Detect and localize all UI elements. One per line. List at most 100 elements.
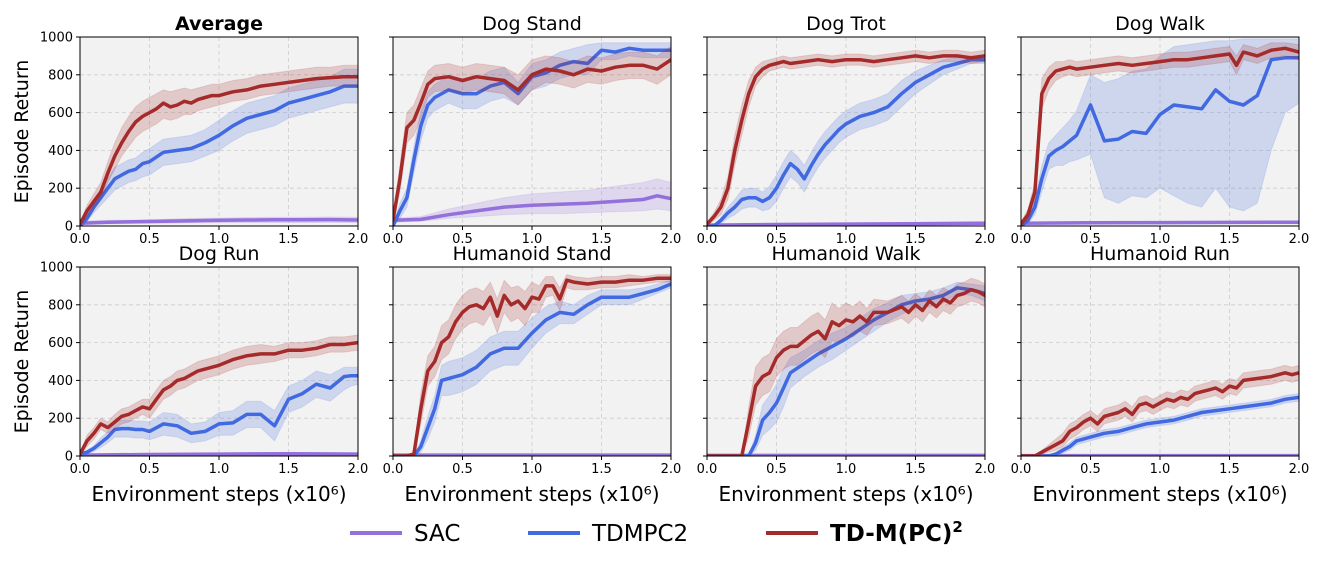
series-line-td-m-pc: [393, 57, 671, 223]
x-tick-label: 2.0: [348, 232, 369, 247]
series-line-sac: [393, 194, 671, 223]
series-line-td-m-pc: [1021, 371, 1299, 456]
x-tick-label: 0.5: [1080, 462, 1101, 477]
legend: SAC TDMPC2 TD-M(PC)2: [350, 518, 963, 547]
series-layer: [707, 49, 985, 226]
confidence-band-td-m-pc: [707, 49, 985, 226]
x-tick-label: 1.5: [591, 232, 612, 247]
y-tick-label: 800: [48, 68, 73, 83]
series-line-td-m-pc: [707, 287, 985, 456]
x-axis-label: Environment steps (x10⁶): [404, 482, 659, 506]
x-tick-label: 0.5: [1080, 232, 1101, 247]
y-tick-label: 600: [48, 106, 73, 121]
y-tick-label: 600: [48, 336, 73, 351]
y-axis-label: Episode Return: [11, 60, 33, 204]
subplot-dog-walk: 0.0 0.5 1.0 1.5 2.0 Dog Walk: [1011, 13, 1310, 247]
legend-label: SAC: [414, 521, 460, 547]
confidence-band-tdmpc2: [707, 281, 985, 456]
x-tick-label: 1.5: [278, 462, 299, 477]
subplot-dog-trot: 0.0 0.5 1.0 1.5 2.0 Dog Trot: [697, 13, 996, 247]
subplot-humanoid-stand: 0.0 0.5 1.0 1.5 2.0 Humanoid Stand Environment…: [383, 243, 682, 506]
x-tick-label: 0.5: [139, 232, 160, 247]
x-tick-label: 1.0: [522, 232, 543, 247]
x-tick-label: 0.0: [697, 232, 718, 247]
y-tick-label: 200: [48, 182, 73, 197]
x-axis-label: Environment steps (x10⁶): [1032, 482, 1287, 506]
series-line-td-m-pc: [80, 74, 358, 226]
confidence-band-td-m-pc: [80, 334, 358, 456]
series-layer: [80, 334, 358, 456]
confidence-band-td-m-pc: [80, 64, 358, 226]
x-tick-label: 0.5: [766, 232, 787, 247]
x-tick-label: 1.5: [1219, 462, 1240, 477]
x-tick-label: 2.0: [1289, 232, 1310, 247]
x-tick-label: 2.0: [975, 462, 996, 477]
x-tick-label: 0.0: [1011, 232, 1032, 247]
y-tick-label: 400: [48, 144, 73, 159]
x-tick-label: 0.5: [766, 462, 787, 477]
y-tick-label: 0: [65, 220, 73, 235]
subplot-title: Humanoid Walk: [771, 243, 920, 265]
subplot-humanoid-run: 0.0 0.5 1.0 1.5 2.0 Humanoid Run Environment s…: [1011, 243, 1310, 506]
x-tick-label: 0.0: [70, 232, 91, 247]
y-axis-label: Episode Return: [11, 290, 33, 434]
subplot-title: Dog Trot: [806, 13, 886, 35]
y-tick-label: 1000: [40, 261, 73, 276]
series-layer: [1021, 38, 1299, 226]
confidence-band-td-m-pc: [1021, 42, 1299, 226]
x-tick-label: 1.0: [209, 462, 230, 477]
series-line-td-m-pc: [1021, 46, 1299, 226]
series-line-tdmpc2: [1021, 395, 1299, 456]
x-tick-label: 2.0: [661, 232, 682, 247]
confidence-band-td-m-pc: [393, 45, 671, 223]
x-tick-label: 1.0: [836, 232, 857, 247]
x-tick-label: 2.0: [975, 232, 996, 247]
confidence-band-td-m-pc: [393, 274, 671, 456]
series-line-tdmpc2: [80, 84, 358, 226]
x-tick-label: 1.5: [1219, 232, 1240, 247]
x-tick-label: 0.0: [383, 462, 404, 477]
legend-label: TD-M(PC)2: [830, 518, 963, 547]
x-tick-label: 1.5: [905, 462, 926, 477]
subplot-title: Dog Stand: [482, 13, 582, 35]
x-tick-label: 1.0: [1150, 462, 1171, 477]
subplot-title: Dog Run: [179, 243, 260, 265]
series-layer: [80, 64, 358, 226]
confidence-band-tdmpc2: [707, 55, 985, 226]
x-tick-label: 0.0: [697, 462, 718, 477]
x-tick-label: 1.0: [522, 462, 543, 477]
series-line-sac: [80, 217, 358, 225]
series-line-td-m-pc: [80, 340, 358, 456]
subplot-title: Dog Walk: [1115, 13, 1205, 35]
series-line-tdmpc2: [1021, 56, 1299, 226]
legend-item-tdmpc2: TDMPC2: [528, 521, 688, 547]
confidence-band-tdmpc2: [80, 68, 358, 226]
x-tick-label: 1.5: [905, 232, 926, 247]
x-tick-label: 0.0: [383, 232, 404, 247]
x-tick-label: 1.5: [591, 462, 612, 477]
series-line-tdmpc2: [80, 373, 358, 456]
subplot-humanoid-walk: 0.0 0.5 1.0 1.5 2.0 Humanoid Walk Environment …: [697, 243, 996, 506]
x-tick-label: 1.0: [836, 462, 857, 477]
series-layer: [393, 274, 671, 456]
series-line-tdmpc2: [707, 286, 985, 456]
x-axis-label: Environment steps (x10⁶): [718, 482, 973, 506]
x-tick-label: 0.5: [139, 462, 160, 477]
series-line-sac: [1021, 220, 1299, 225]
x-tick-label: 0.0: [70, 462, 91, 477]
legend-label: TDMPC2: [591, 521, 688, 547]
y-tick-label: 400: [48, 374, 73, 389]
x-tick-label: 2.0: [348, 462, 369, 477]
x-axis-label: Environment steps (x10⁶): [91, 482, 346, 506]
series-layer: [707, 277, 985, 456]
x-tick-label: 0.5: [452, 462, 473, 477]
series-layer: [393, 42, 671, 226]
subplot-title: Average: [175, 13, 263, 35]
x-tick-label: 0.5: [452, 232, 473, 247]
subplot-title: Humanoid Run: [1090, 243, 1230, 265]
legend-item-sac: SAC: [350, 521, 460, 547]
subplot-title: Humanoid Stand: [453, 243, 612, 265]
series-line-sac: [707, 221, 985, 226]
x-tick-label: 1.5: [278, 232, 299, 247]
